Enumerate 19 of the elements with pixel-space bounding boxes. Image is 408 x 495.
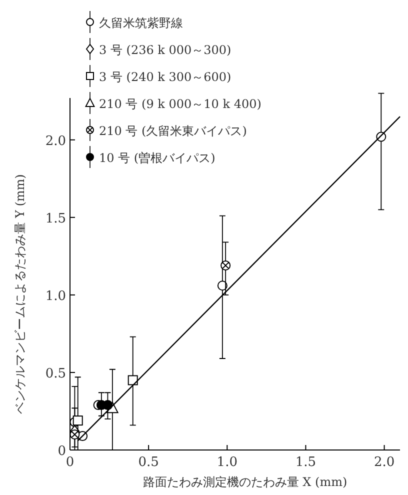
y-tick-label: 0 — [58, 444, 66, 459]
legend-label: 久留米筑紫野線 — [99, 16, 183, 30]
x-axis-title: 路面たわみ測定機のたわみ量 X (mm) — [142, 475, 348, 489]
y-tick-label: 0.5 — [45, 366, 66, 382]
legend-label: 3 号 (240 k 300～600) — [99, 70, 232, 84]
point — [72, 416, 83, 426]
y-tick-label: 1.5 — [45, 211, 66, 226]
y-axis-title: ベンケルマンビームによるたわみ量 Y (mm) — [13, 174, 27, 414]
x-tick-label: 0.5 — [138, 455, 159, 470]
legend-label: 10 号 (曽根バイパス) — [99, 151, 216, 165]
y-tick-label: 1.0 — [45, 288, 66, 304]
y-tick-label: 2.0 — [45, 134, 66, 149]
x-tick-label: 1.5 — [295, 455, 316, 470]
legend-label: 3 号 (236 k 000～300) — [99, 43, 232, 57]
legend-label: 210 号 (久留米東バイパス) — [99, 124, 247, 138]
legend-label: 210 号 (9 k 000～10 k 400) — [99, 97, 262, 111]
x-tick-label: 2.0 — [374, 455, 395, 470]
x-tick-label: 1.0 — [216, 455, 238, 470]
point — [128, 375, 138, 386]
